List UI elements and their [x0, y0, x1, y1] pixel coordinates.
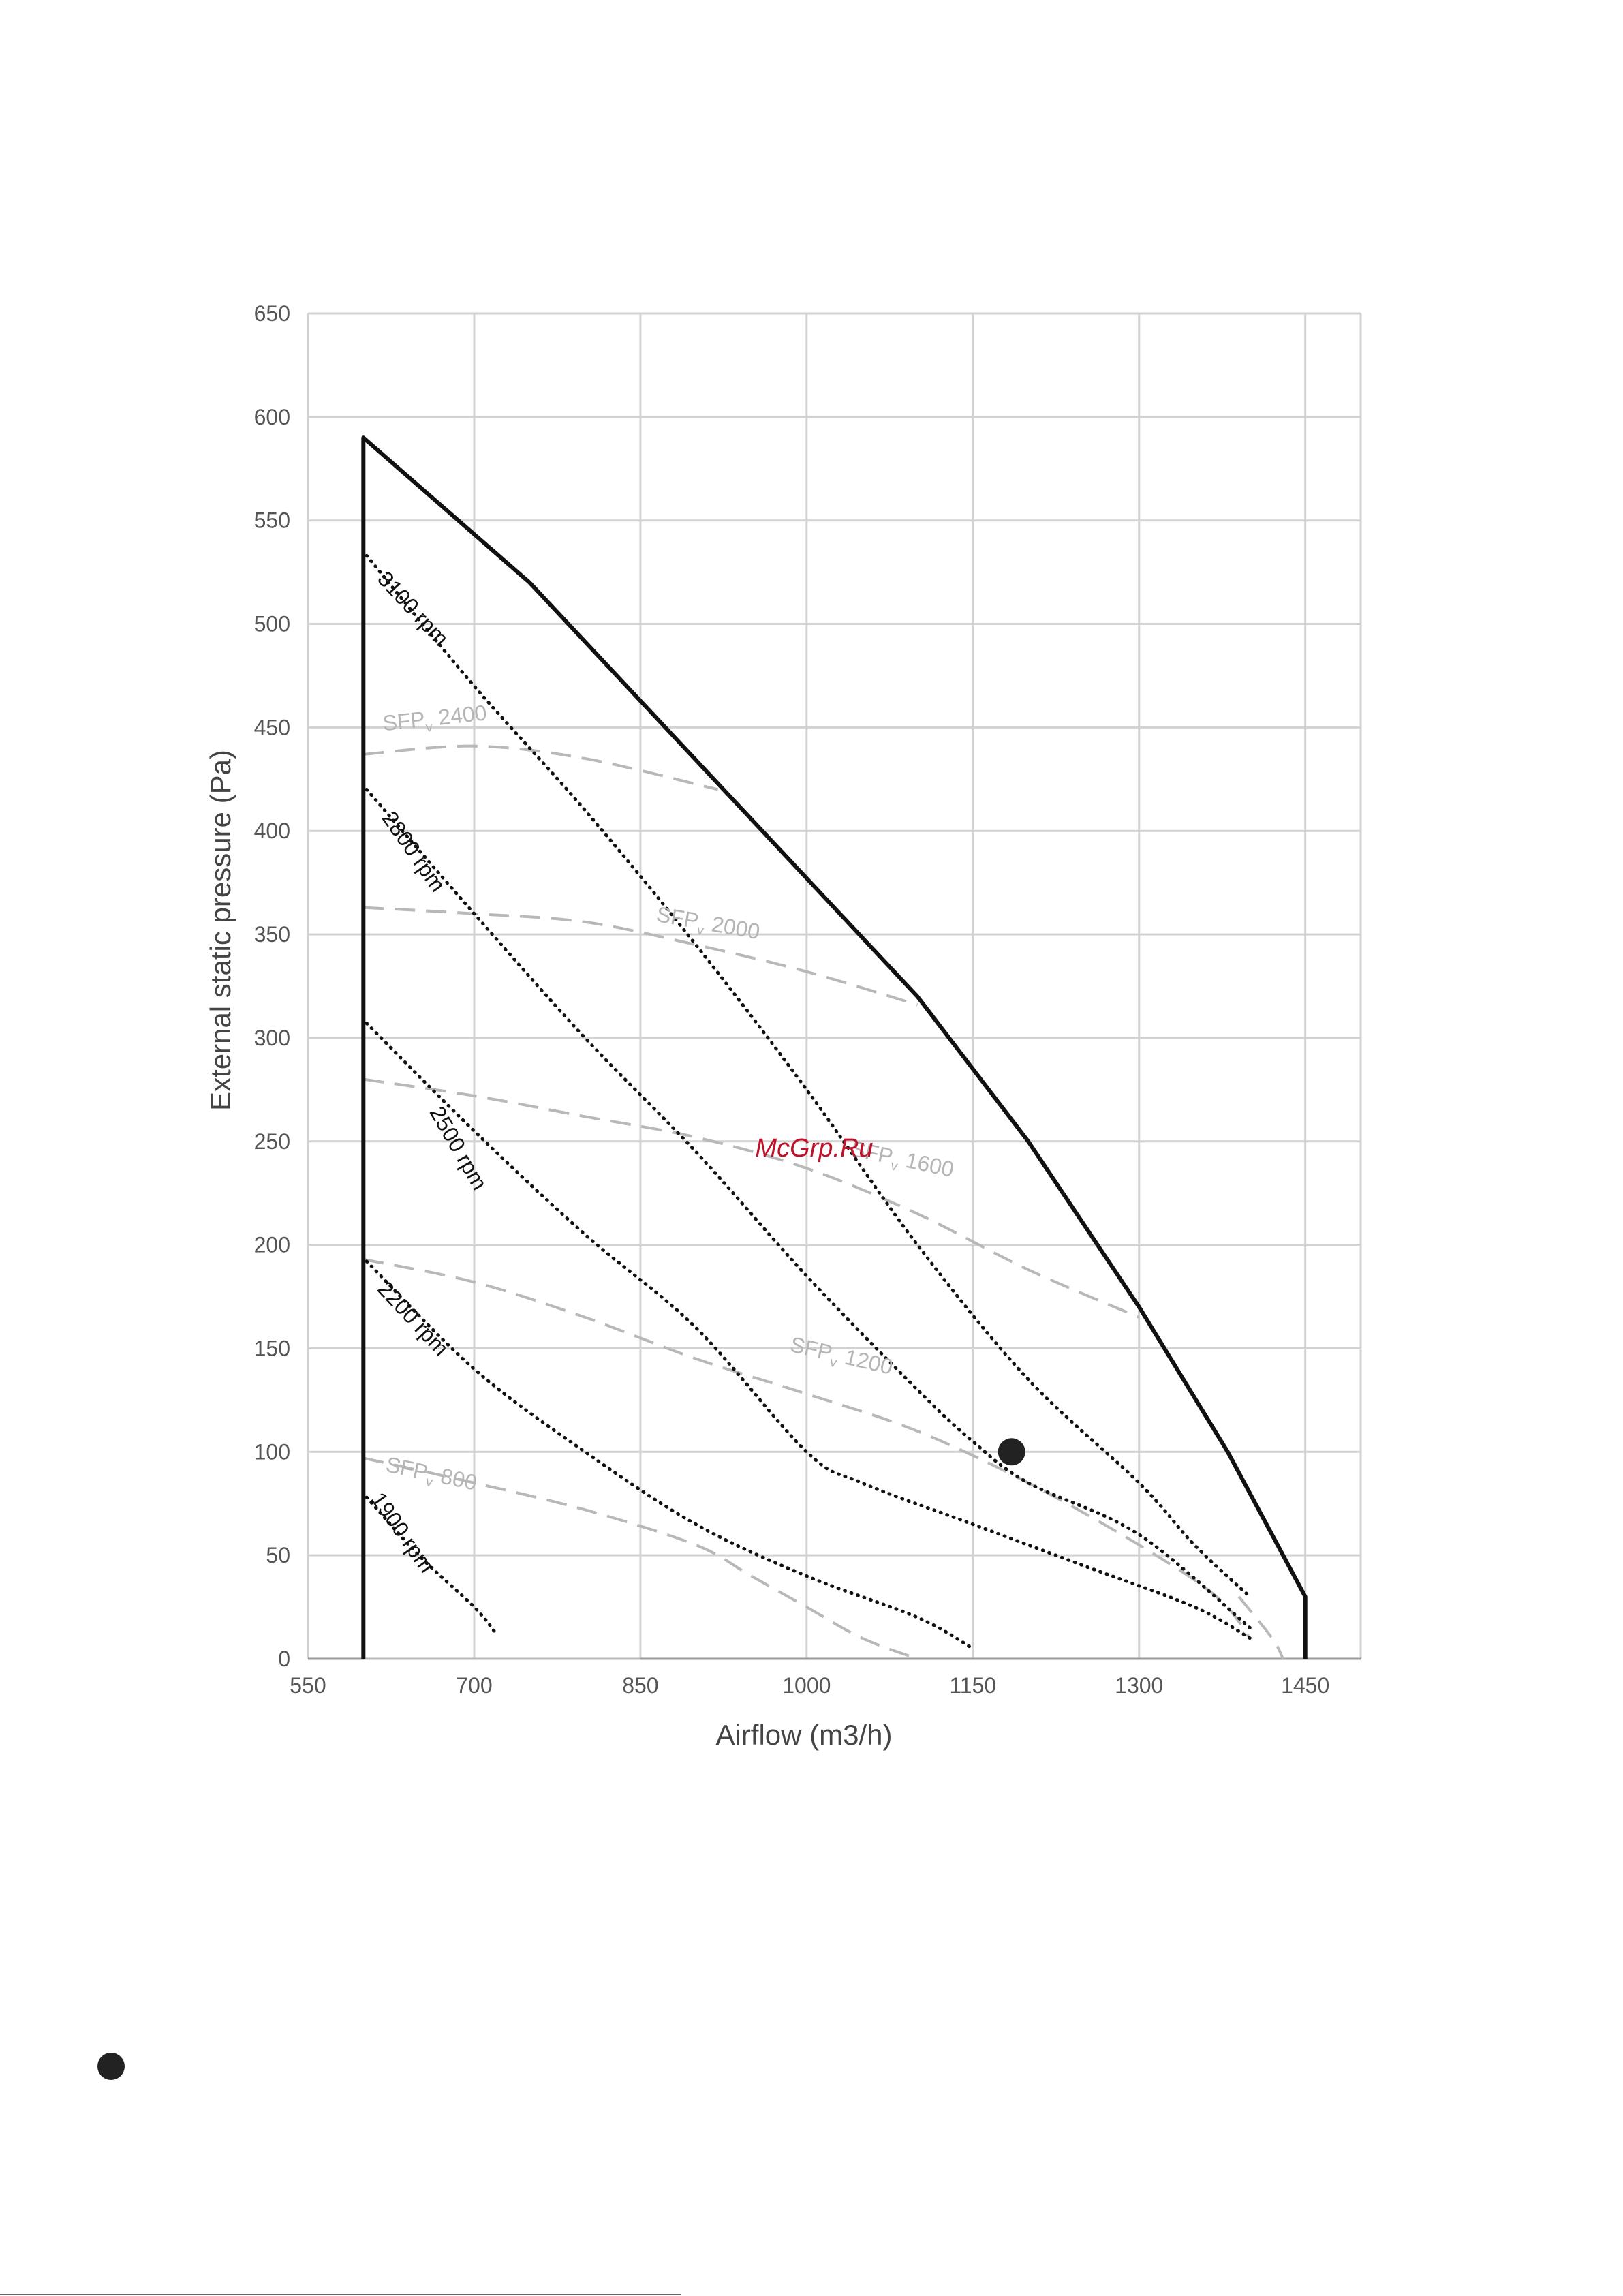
tick-labels: 550 700 850 1000 1150 1300 1450 0 50 100 150 200 250…	[254, 301, 1330, 1698]
y-tick-label: 150	[254, 1336, 290, 1360]
y-tick-label: 450	[254, 715, 290, 739]
legend-point-marker	[97, 2053, 125, 2080]
rpm-curve	[365, 1495, 498, 1636]
watermark-text: McGrp.Ru	[755, 1134, 873, 1163]
y-tick-label: 350	[254, 922, 290, 947]
rpm-label: 1900 rpm	[367, 1488, 439, 1577]
sfp-label: SFPv 1200	[787, 1332, 895, 1383]
y-tick-label: 0	[278, 1647, 290, 1671]
y-tick-label: 550	[254, 508, 290, 533]
sfp-curve	[363, 744, 719, 791]
y-tick-label: 600	[254, 405, 290, 429]
y-tick-label: 300	[254, 1026, 290, 1050]
sfp-label: SFPv 2400	[382, 700, 489, 739]
x-tick-label: 1300	[1115, 1673, 1163, 1698]
y-tick-label: 200	[254, 1233, 290, 1257]
rpm-label: 2800 rpm	[377, 807, 450, 896]
sfp-curve	[363, 1077, 1140, 1319]
x-tick-label: 850	[622, 1673, 658, 1698]
rpm-curve	[365, 553, 1252, 1599]
y-tick-label: 50	[266, 1543, 290, 1567]
x-tick-label: 700	[456, 1673, 492, 1698]
x-tick-label: 550	[290, 1673, 326, 1698]
rpm-curve	[365, 1259, 975, 1651]
sfp-curve	[362, 1456, 918, 1660]
sfp-label: SFPv 2000	[654, 902, 762, 948]
x-tick-label: 1150	[949, 1673, 996, 1698]
sfp-curve	[363, 906, 918, 1007]
x-tick-label: 1000	[782, 1673, 831, 1698]
sfp-label: SFPv 800	[383, 1452, 479, 1499]
y-tick-label: 100	[254, 1439, 290, 1464]
y-tick-label: 650	[254, 301, 290, 326]
operating-point	[998, 1438, 1025, 1466]
y-tick-label: 500	[254, 612, 290, 637]
y-tick-label: 400	[254, 818, 290, 843]
rpm-curve	[365, 1022, 1252, 1640]
sfp-curve	[1237, 1595, 1284, 1659]
footer-rule	[0, 2294, 681, 2295]
sfp-curve	[362, 1257, 1251, 1639]
operating-envelope	[361, 435, 1308, 1659]
y-tick-label: 250	[254, 1129, 290, 1154]
rpm-curve	[365, 787, 1252, 1629]
x-axis-title: Airflow (m3/h)	[715, 1719, 892, 1751]
grid	[307, 312, 1362, 1660]
y-axis-title: External static pressure (Pa)	[204, 750, 236, 1111]
x-tick-label: 1450	[1281, 1673, 1329, 1698]
rpm-label: 3100 rpm	[373, 566, 454, 650]
